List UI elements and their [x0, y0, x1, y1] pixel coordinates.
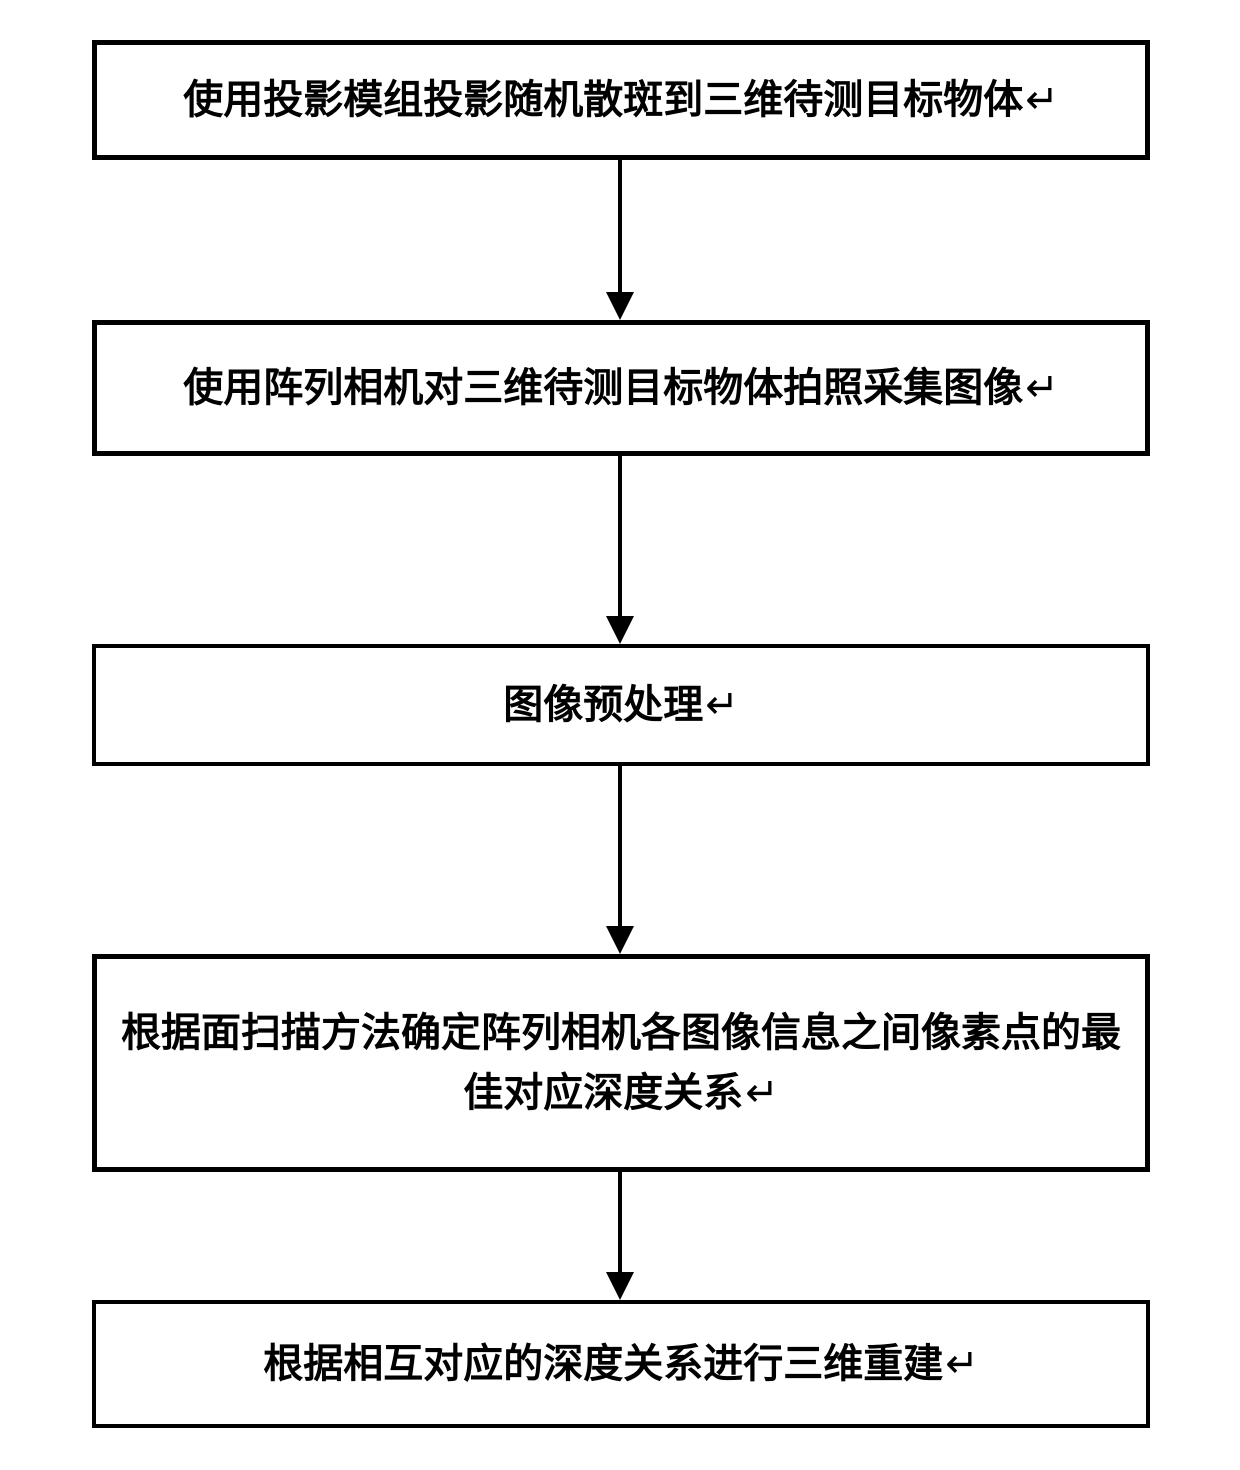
- flow-node-3d-reconstruction: 根据相互对应的深度关系进行三维重建↵: [92, 1300, 1150, 1428]
- flow-node-capture-image: 使用阵列相机对三维待测目标物体拍照采集图像↵: [92, 320, 1150, 456]
- flowchart-container: 使用投影模组投影随机散斑到三维待测目标物体↵ 使用阵列相机对三维待测目标物体拍照…: [0, 0, 1240, 1470]
- flow-node-project-speckle: 使用投影模组投影随机散斑到三维待测目标物体↵: [92, 40, 1150, 160]
- flow-node-label: 图像预处理↵: [503, 675, 739, 735]
- flow-node-label: 使用阵列相机对三维待测目标物体拍照采集图像↵: [183, 358, 1059, 418]
- flow-node-depth-relation: 根据面扫描方法确定阵列相机各图像信息之间像素点的最佳对应深度关系↵: [92, 954, 1150, 1172]
- flow-node-preprocess: 图像预处理↵: [92, 644, 1150, 766]
- flow-node-label: 根据相互对应的深度关系进行三维重建↵: [263, 1334, 979, 1394]
- flow-node-label: 使用投影模组投影随机散斑到三维待测目标物体↵: [183, 70, 1059, 130]
- flow-node-label: 根据面扫描方法确定阵列相机各图像信息之间像素点的最佳对应深度关系↵: [117, 1003, 1125, 1123]
